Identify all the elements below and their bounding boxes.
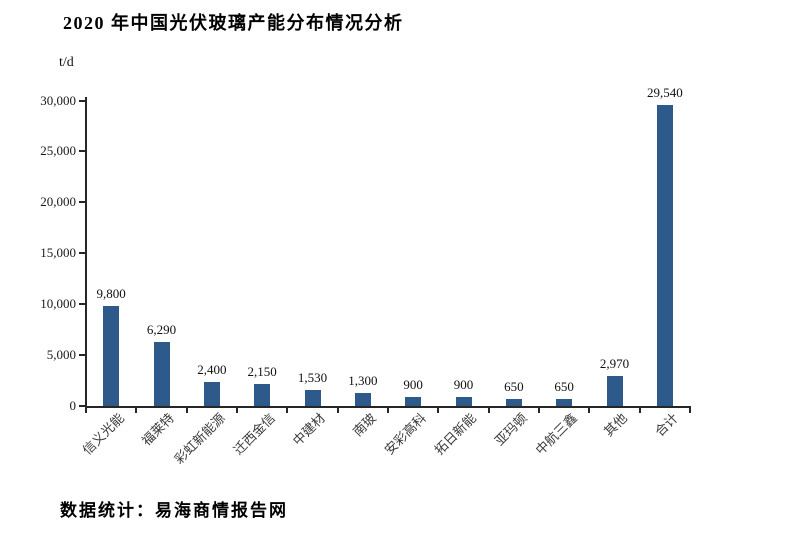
y-axis-tick [79, 252, 85, 255]
y-axis-tick [79, 150, 85, 153]
chart-bar [153, 341, 170, 406]
x-axis-tick [135, 408, 138, 413]
bar-value-label: 650 [554, 379, 574, 395]
x-axis-tick [185, 408, 188, 413]
chart-bar [606, 375, 623, 406]
category-label: 合计 [651, 410, 681, 440]
category-label: 拓日新能 [432, 410, 480, 458]
bar-value-label: 2,400 [197, 361, 227, 377]
y-tick-label: 10,000 [40, 296, 76, 312]
category-label: 彩虹新能源 [171, 410, 228, 467]
x-axis-tick [336, 408, 339, 413]
x-axis-tick [638, 408, 641, 413]
category-label: 信义光能 [79, 410, 128, 458]
category-label: 亚玛顿 [491, 410, 530, 449]
chart-bar [304, 390, 321, 406]
chart-bar [254, 384, 271, 406]
bar-value-label: 650 [504, 379, 524, 395]
y-tick-label: 30,000 [40, 92, 76, 108]
x-axis-tick [538, 408, 540, 413]
chart-title: 2020 年中国光伏玻璃产能分布情况分析 [63, 13, 404, 33]
category-label: 迁西金信 [230, 410, 279, 458]
x-axis-tick [236, 408, 238, 413]
chart-bar [455, 396, 472, 406]
category-label: 中航三鑫 [532, 410, 581, 458]
chart-bar [505, 399, 522, 406]
bar-value-label: 2,150 [247, 364, 277, 380]
y-axis-tick [79, 354, 85, 357]
x-axis-tick [85, 408, 87, 413]
y-tick-label: 15,000 [40, 245, 76, 261]
y-tick-label: 5,000 [46, 347, 76, 363]
bar-value-label: 6,290 [146, 321, 177, 337]
x-axis-tick [487, 408, 490, 413]
category-label: 中建材 [290, 410, 329, 449]
bar-value-label: 1,530 [297, 370, 328, 386]
chart-bar [405, 396, 422, 406]
bar-value-label: 9,800 [96, 286, 126, 302]
bar-value-label: 2,970 [599, 355, 630, 371]
chart-bar [556, 399, 573, 406]
x-axis-tick [286, 408, 289, 413]
y-axis-tick [79, 99, 85, 102]
y-axis-tick [79, 303, 85, 306]
chart-bar [354, 392, 371, 406]
bar-value-label: 29,540 [646, 85, 683, 101]
chart-bar [203, 381, 220, 406]
bar-value-label: 900 [453, 376, 474, 392]
x-axis-tick [387, 408, 389, 413]
bar-value-label: 900 [403, 376, 423, 392]
y-axis-tick [79, 201, 85, 204]
y-axis-tick [79, 405, 85, 407]
chart-bar [103, 306, 120, 406]
category-label: 其他 [601, 410, 631, 440]
y-tick-label: 0 [69, 398, 77, 413]
x-axis-tick [588, 408, 591, 413]
bar-value-label: 1,300 [348, 372, 378, 388]
data-source-note: 数据统计：易海商情报告网 [60, 501, 288, 520]
y-tick-label: 25,000 [40, 143, 76, 159]
category-label: 福莱特 [139, 410, 178, 449]
x-axis-tick [689, 408, 691, 413]
x-axis-tick [437, 408, 440, 413]
category-label: 安彩高科 [381, 410, 430, 458]
chart-bar [656, 105, 673, 406]
category-label: 南玻 [349, 410, 379, 440]
y-tick-label: 20,000 [40, 194, 76, 210]
y-axis-line [85, 96, 87, 408]
y-axis-unit-label: t/d [59, 55, 74, 70]
x-axis-line [85, 406, 691, 408]
